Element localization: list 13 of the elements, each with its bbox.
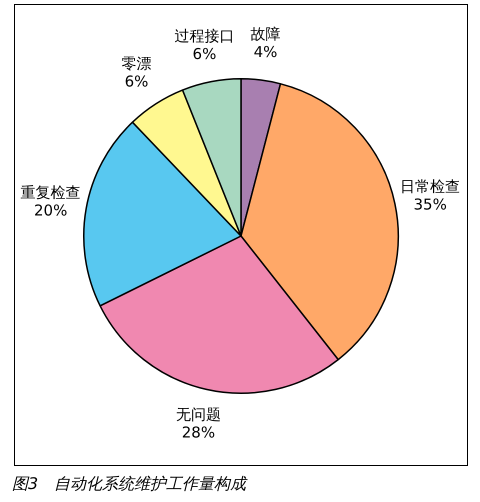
data-label: 28% [182, 423, 216, 442]
data-label: 6% [124, 72, 148, 90]
slice-label: 故障 [250, 25, 280, 44]
data-label: 35% [413, 195, 447, 214]
slice-label: 无问题 [176, 405, 221, 424]
slice-label: 过程接口 [174, 27, 234, 46]
text: 图3 自动化系统维护工作量构成 [12, 474, 246, 495]
slice-label: 日常检查 [400, 177, 460, 196]
data-label: 6% [192, 45, 216, 64]
data-label: 4% [254, 43, 278, 62]
data-label: 20% [34, 201, 68, 220]
slice-label: 重复检查 [20, 183, 81, 202]
slice-label: 零漂 [122, 54, 152, 72]
